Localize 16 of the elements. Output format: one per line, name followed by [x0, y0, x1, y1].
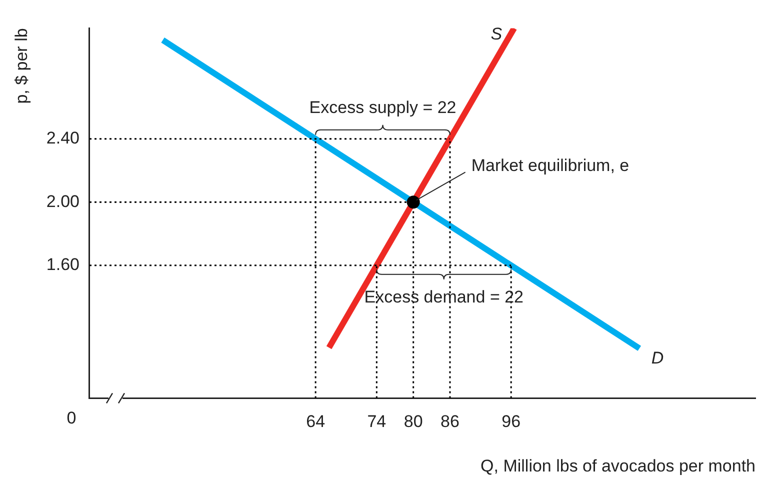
- x-tick-label: 64: [306, 412, 326, 432]
- x-tick-label: 96: [502, 412, 521, 432]
- annotation: Market equilibrium, e: [471, 156, 630, 175]
- y-tick-label: 2.40: [46, 128, 80, 148]
- text: 0: [66, 408, 76, 428]
- x-tick-label: 80: [404, 412, 423, 432]
- annotation: Excess supply = 22: [309, 98, 456, 118]
- x-tick-label: 74: [367, 412, 386, 432]
- series-label: S: [490, 24, 503, 44]
- x-tick-label: 86: [440, 412, 460, 432]
- series-label: D: [651, 348, 664, 368]
- x-axis-title: Q, Million lbs of avocados per month: [480, 456, 756, 476]
- y-tick-label: 1.60: [46, 255, 80, 274]
- y-axis-title: p, $ per lb: [12, 28, 31, 104]
- y-tick-label: 2.00: [46, 192, 80, 211]
- annotation: Excess demand = 22: [364, 288, 524, 307]
